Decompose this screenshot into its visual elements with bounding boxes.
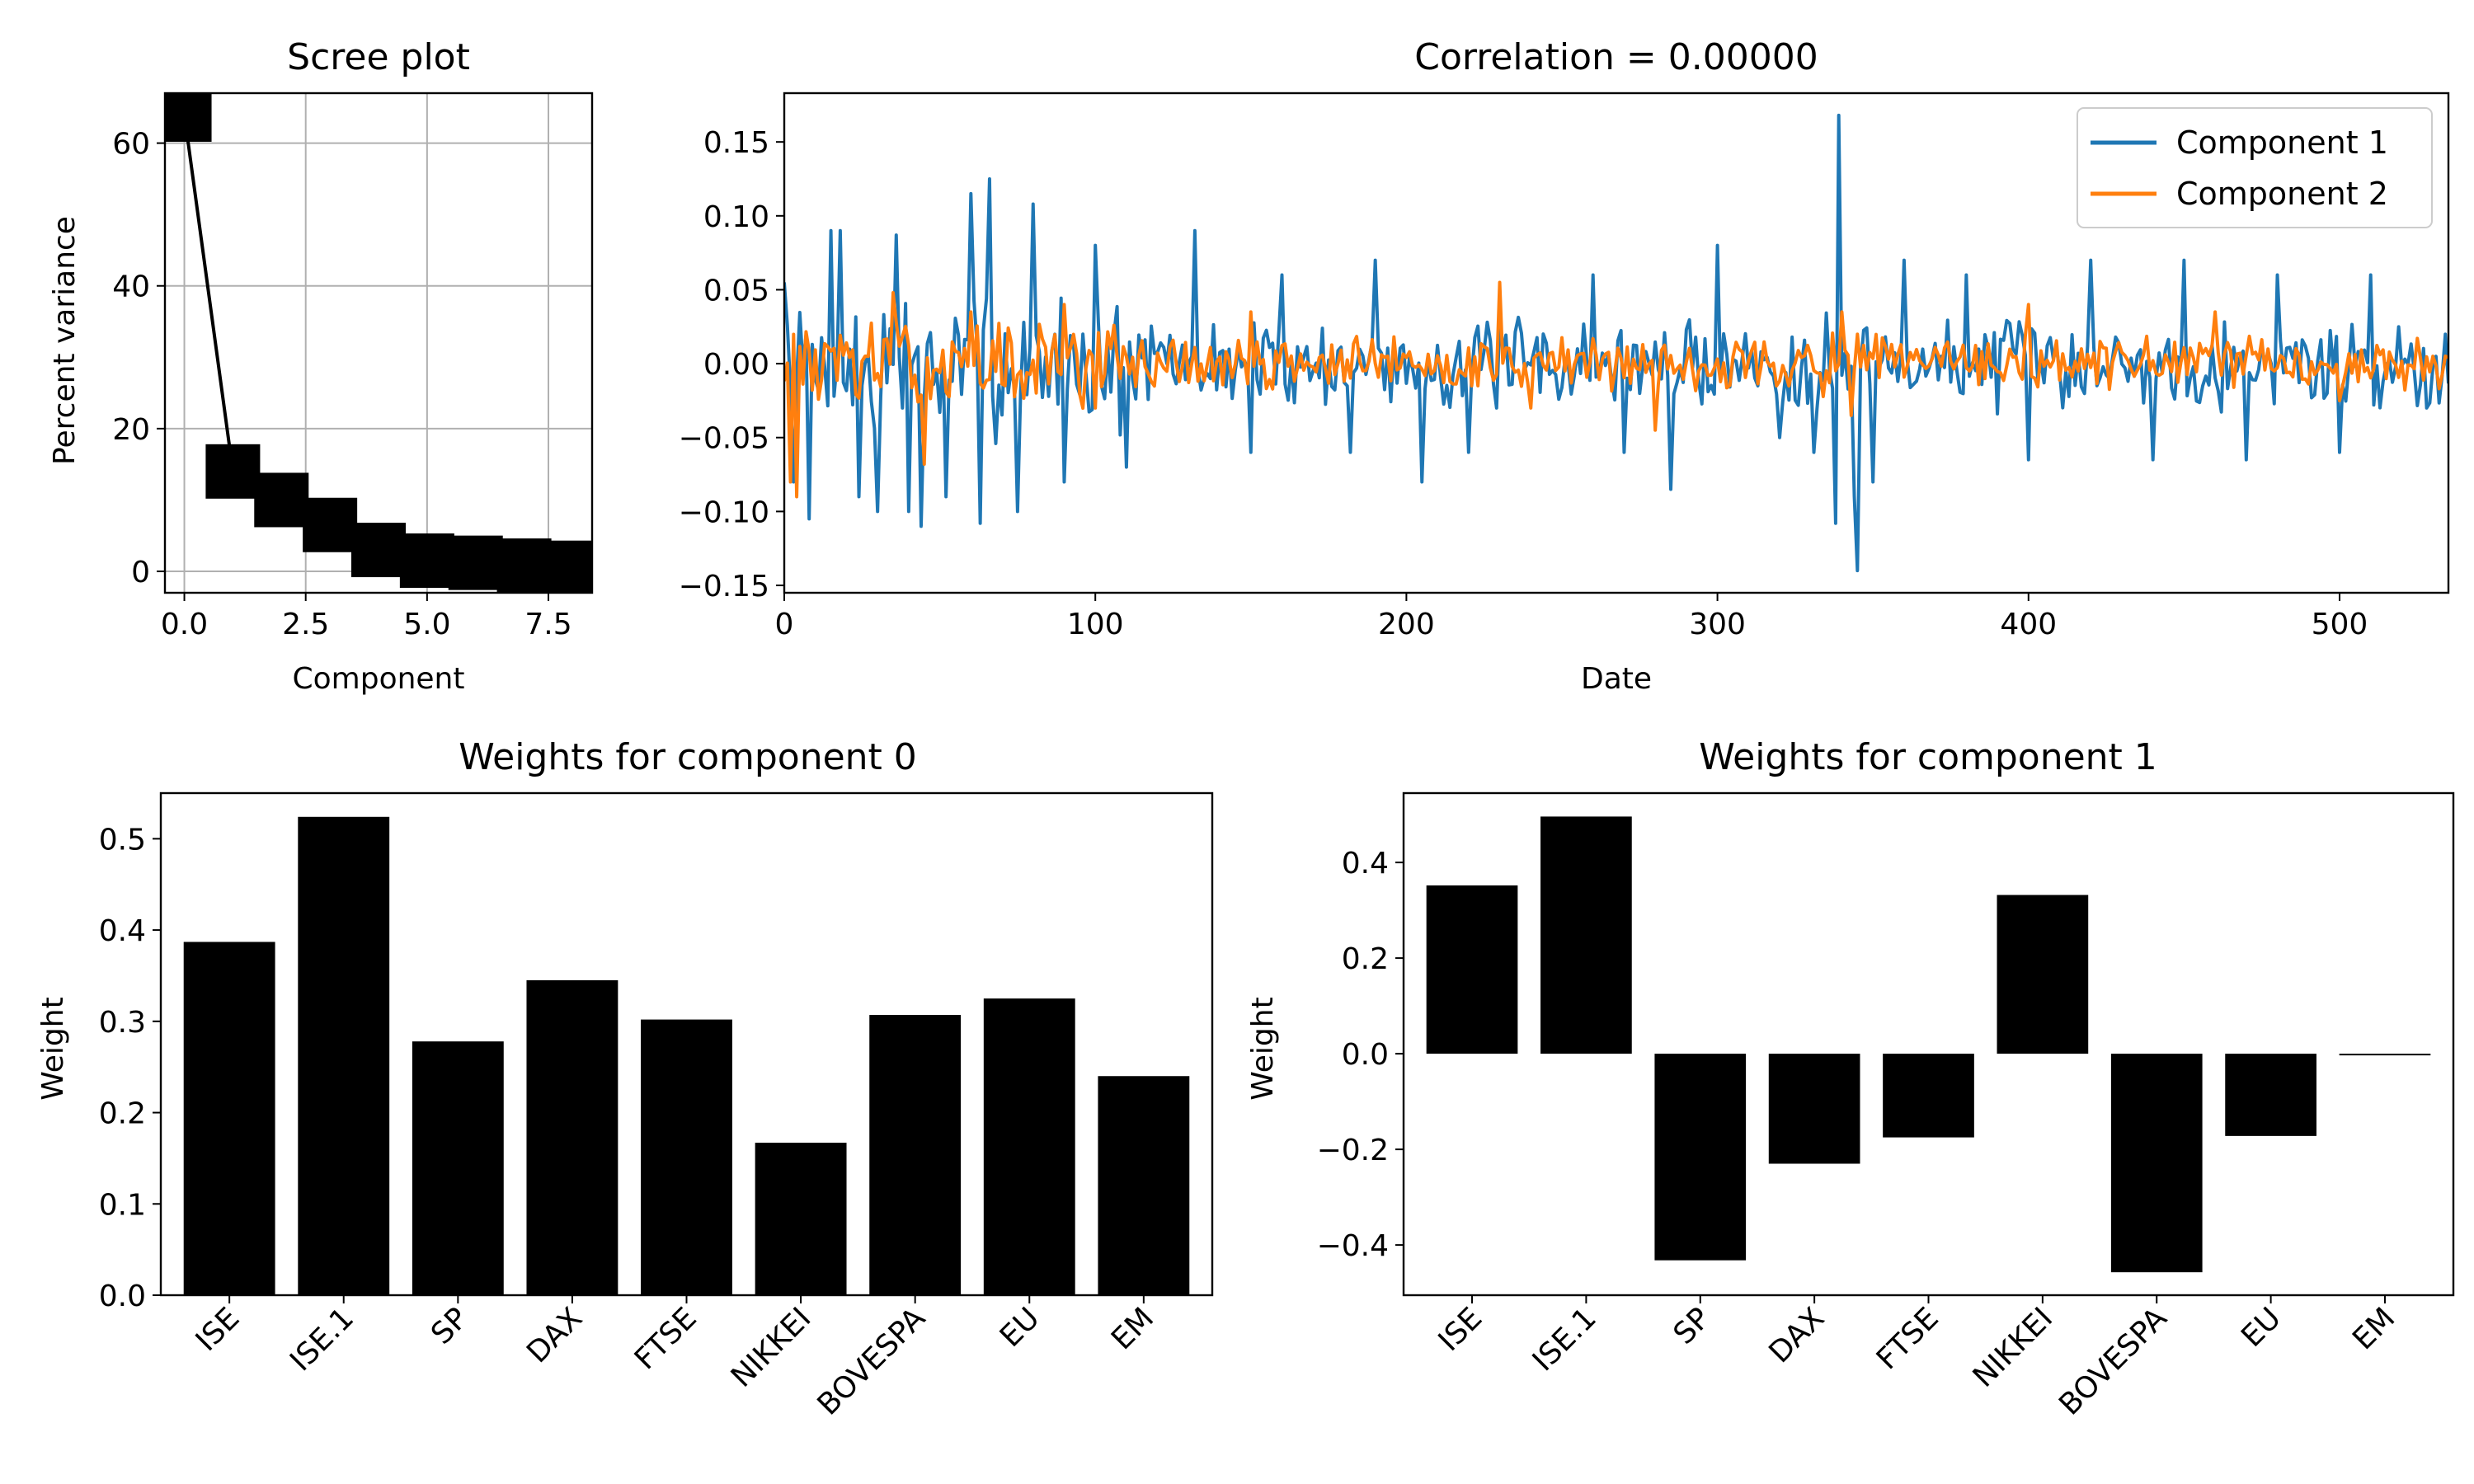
scree-point-0 [165,93,212,142]
weights0-bar-ftse [641,1019,732,1295]
timeseries-panel: Correlation = 0.00000 Date 0 100 200 300 400… [679,36,2450,696]
timeseries-xtick-label-5: 500 [2312,608,2368,641]
timeseries-ytick-label-3: 0.00 [703,348,769,382]
weights0-bar-em [1098,1076,1190,1295]
scree-plot-panel: Scree plot Component Percent variance 0.… [48,36,594,696]
scree-plot-title: Scree plot [287,36,470,78]
weights1-bar-em [2339,1054,2431,1056]
weights1-bar-nikkei [1997,895,2089,1054]
scree-ytick-label-3: 60 [112,128,150,162]
scree-ytick-label-0: 0 [131,556,150,589]
weights1-ytick-label-2: 0.0 [1342,1038,1389,1072]
timeseries-ytick-label-4: 0.05 [703,274,769,308]
weights0-ytick-label-1: 0.1 [99,1188,146,1222]
timeseries-xtick-label-0: 0 [775,608,794,641]
scree-point-8 [545,540,592,593]
timeseries-ytick-label-6: 0.15 [703,126,769,160]
weights1-bar-ftse [1883,1054,1974,1138]
scree-plot-ylabel: Percent variance [48,216,82,465]
scree-frame [163,92,594,594]
weights0-bar-dax [526,979,618,1295]
scree-ytick-label-1: 20 [112,413,150,447]
scree-point-7 [496,538,552,593]
weights0-ytick-label-4: 0.4 [99,914,146,948]
timeseries-ytick-label-0: −0.15 [679,570,769,603]
timeseries-xtick-label-4: 400 [2000,608,2057,641]
scree-plot-area [165,93,592,593]
weights1-ytick-label-1: −0.2 [1317,1134,1389,1167]
weights0-title: Weights for component 0 [459,736,917,778]
weights1-bar-ise [1426,885,1518,1054]
weights0-bar-eu [983,998,1075,1295]
timeseries-series-2-line [784,280,2448,499]
weights0-ytick-label-2: 0.2 [99,1097,146,1131]
weights0-bar-bovespa [869,1015,962,1295]
weights1-ytick-label-3: 0.2 [1342,942,1389,976]
timeseries-legend: Component 1 Component 2 [2077,107,2433,228]
scree-xtick-label-2: 5.0 [403,608,450,641]
timeseries-legend-label-2: Component 2 [2176,176,2388,212]
weights1-ylabel: Weight [1246,997,1280,1100]
weights1-ytick-label-4: 0.4 [1342,847,1389,881]
weights1-bar-dax [1768,1054,1860,1164]
scree-point-6 [448,535,503,590]
scree-point-1 [205,444,261,499]
weights0-bar-sp [412,1041,504,1295]
weights0-bar-ise [183,942,275,1295]
scree-ytick-label-2: 40 [112,270,150,304]
weights1-bar-sp [1654,1054,1747,1261]
timeseries-frame [783,92,2450,594]
weights1-bar-bovespa [2110,1054,2203,1273]
scree-point-3 [303,497,358,552]
timeseries-xtick-label-1: 100 [1067,608,1124,641]
scree-point-2 [254,472,309,528]
scree-xtick-label-1: 2.5 [282,608,329,641]
weights0-ytick-label-0: 0.0 [99,1280,146,1313]
scree-xtick-label-0: 0.0 [161,608,208,641]
timeseries-ytick-label-2: −0.05 [679,422,769,456]
weights0-ylabel: Weight [36,997,70,1100]
timeseries-title: Correlation = 0.00000 [1414,36,1818,78]
weights0-bar-nikkei [755,1143,847,1295]
weights0-ytick-label-5: 0.5 [99,823,146,857]
timeseries-legend-label-1: Component 1 [2176,124,2388,161]
weights1-title: Weights for component 1 [1699,736,2157,778]
weights1-ytick-label-0: −0.4 [1317,1229,1389,1263]
weights1-bar-eu [2225,1054,2316,1136]
timeseries-xtick-label-3: 300 [1689,608,1746,641]
scree-xtick-label-3: 7.5 [524,608,571,641]
timeseries-legend-box [2077,107,2433,228]
timeseries-plot-area [784,113,2448,573]
timeseries-ytick-label-5: 0.10 [703,200,769,234]
scree-plot-xlabel: Component [292,662,464,696]
weights0-bar-ise-1 [298,816,390,1295]
weights0-ytick-label-3: 0.3 [99,1006,146,1040]
scree-point-5 [399,533,454,589]
timeseries-xlabel: Date [1581,662,1652,696]
weights1-bar-ise-1 [1540,816,1632,1054]
scree-point-4 [351,523,406,578]
timeseries-xtick-label-2: 200 [1378,608,1435,641]
timeseries-ytick-label-1: −0.10 [679,495,769,529]
